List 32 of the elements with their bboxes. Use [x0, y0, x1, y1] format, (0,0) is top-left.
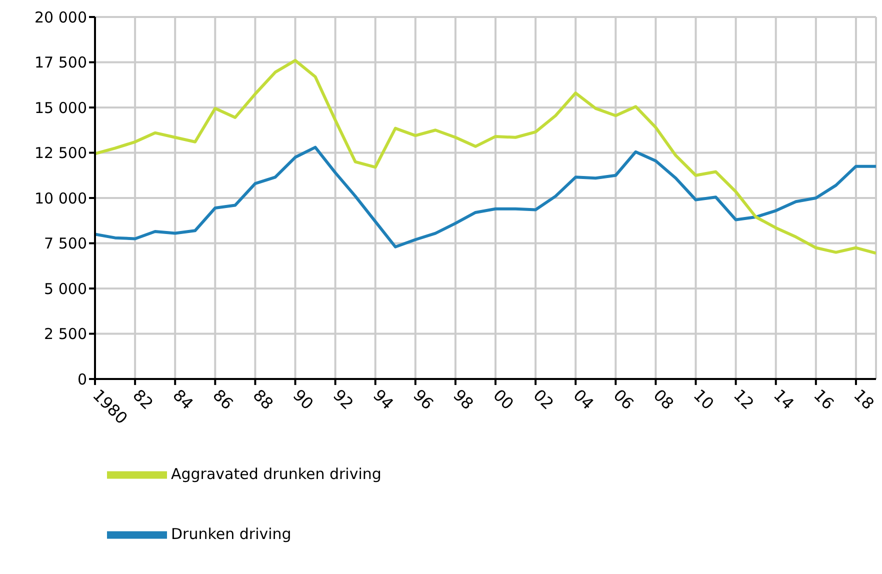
y-tick-label: 12 500 — [34, 144, 87, 162]
x-tick-label: 94 — [369, 385, 398, 414]
x-tick-label: 10 — [690, 385, 718, 414]
x-tick-label: 84 — [169, 385, 198, 414]
x-tick-label: 92 — [329, 385, 358, 414]
x-tick-label: 18 — [850, 385, 878, 414]
x-tick-label: 88 — [249, 385, 278, 414]
legend-label: Aggravated drunken driving — [171, 465, 382, 484]
y-tick-label: 7 500 — [44, 234, 87, 253]
y-tick-label: 5 000 — [44, 280, 87, 298]
y-tick-label: 2 500 — [44, 325, 87, 344]
x-tick-label: 00 — [490, 385, 518, 414]
x-tick-label: 12 — [730, 385, 758, 414]
x-tick-label: 06 — [610, 385, 638, 414]
x-tick-label: 96 — [409, 385, 438, 414]
x-tick-label: 08 — [650, 385, 678, 414]
x-tick-label: 14 — [770, 385, 798, 414]
x-tick-label: 86 — [209, 385, 238, 414]
y-tick-label: 17 500 — [34, 54, 87, 72]
line-series — [95, 58, 876, 255]
x-tick-label: 82 — [129, 385, 157, 414]
legend-label: Drunken driving — [171, 525, 292, 544]
x-tick-label: 16 — [810, 385, 838, 414]
y-tick-label: 20 000 — [34, 8, 87, 26]
y-tick-label: 15 000 — [34, 98, 87, 117]
y-tick-label: 0 — [77, 370, 87, 388]
x-tick-label: 02 — [530, 385, 558, 414]
x-tick-label: 98 — [450, 385, 478, 414]
y-tick-label: 10 000 — [34, 189, 87, 208]
x-tick-label: 04 — [570, 385, 598, 414]
line-series — [95, 146, 876, 248]
x-tick-label: 90 — [289, 385, 318, 414]
